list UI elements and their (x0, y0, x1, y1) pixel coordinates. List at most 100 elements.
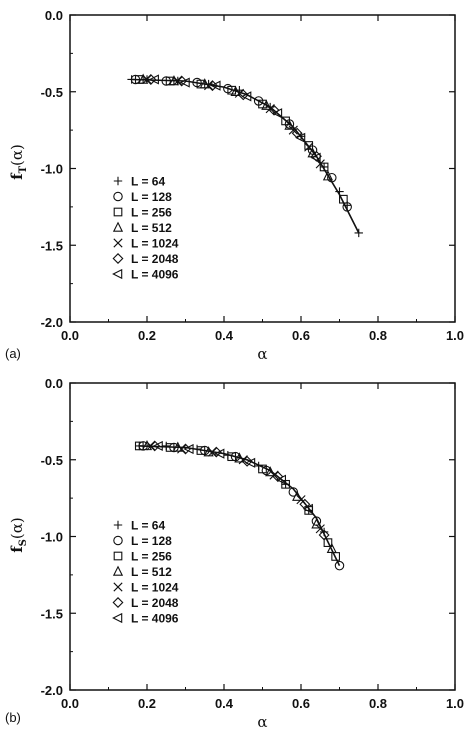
legend-marker (113, 551, 123, 561)
legend-marker (113, 191, 123, 202)
data-point (152, 440, 163, 452)
chart-panel-b: 0.0 0.2 0.4 0.6 0.8 1.0 0.0 -0.5 -1.0 -1.5 -2.0 α fS… (5, 376, 464, 731)
y-tick-label: -2.0 (41, 683, 63, 698)
x-tick-label: 0.0 (61, 696, 79, 711)
plot-frame (69, 14, 456, 323)
data-point (245, 457, 256, 468)
x-tick-label: 1.0 (446, 328, 464, 343)
legend-label: L = 1024 (131, 581, 179, 595)
legend-marker (113, 176, 123, 186)
legend-marker (113, 520, 123, 530)
legend-label: L = 128 (131, 190, 172, 204)
y-tick-label: -2.0 (41, 315, 63, 330)
data-point (148, 74, 159, 85)
legend-label: L = 4096 (131, 612, 179, 626)
series-2 (134, 75, 348, 204)
data-point (318, 529, 330, 541)
y-tick-label: -0.5 (41, 453, 63, 468)
y-tick-label: -0.5 (41, 85, 63, 100)
chart-panel-a: 0.0 0.2 0.4 0.6 0.8 1.0 0.0 -0.5 -1.0 -1.5 -2.0 α fT… (5, 8, 464, 363)
x-tick-label: 0.6 (292, 328, 310, 343)
plot-frame (69, 382, 456, 691)
legend-label: L = 256 (131, 550, 172, 564)
data-point (207, 447, 218, 457)
x-tick-label: 1.0 (446, 696, 464, 711)
data-point (142, 74, 152, 85)
legend-label: L = 64 (131, 519, 165, 533)
legend-marker (113, 535, 123, 546)
y-tick-label: 0.0 (45, 376, 63, 391)
y-axis-label-main: f (8, 172, 26, 180)
y-axis-label-arg: (α) (8, 144, 26, 166)
legend-label: L = 512 (131, 221, 172, 235)
data-point (288, 125, 298, 135)
data-point (327, 172, 337, 183)
data-point (304, 141, 314, 150)
data-point (292, 490, 303, 501)
data-point (134, 441, 144, 451)
data-point (258, 464, 267, 474)
series-4 (142, 74, 325, 169)
x-tick-label: 0.8 (369, 328, 387, 343)
x-tick-label: 0.4 (215, 328, 234, 343)
data-point (183, 443, 194, 455)
data-point (319, 162, 329, 172)
data-point (310, 152, 321, 163)
panel-label: (b) (5, 710, 21, 725)
y-axis-label: fT(α) (8, 144, 29, 180)
legend-label: L = 1024 (131, 237, 179, 251)
data-point (334, 560, 345, 571)
data-point (304, 142, 314, 152)
legend-marker (112, 268, 123, 280)
legend-marker (112, 597, 124, 608)
data-point (210, 80, 221, 91)
y-tick-label: -1.0 (41, 530, 63, 545)
data-point (323, 538, 333, 547)
data-point (271, 108, 283, 119)
y-axis-label-sub: S (18, 539, 29, 546)
data-point (319, 527, 329, 537)
data-point (196, 446, 206, 455)
data-point (272, 471, 284, 483)
data-point (338, 194, 348, 204)
x-tick-label: 0.0 (61, 328, 79, 343)
data-point (261, 99, 272, 110)
data-point (319, 162, 329, 172)
data-point (214, 448, 225, 459)
legend-marker (112, 612, 123, 624)
data-point (237, 89, 249, 101)
series-5 (145, 73, 322, 162)
legend-marker (113, 582, 123, 592)
data-point (146, 441, 156, 451)
data-point (311, 518, 322, 529)
panel-label: (a) (5, 346, 21, 361)
legend-marker (112, 221, 124, 232)
data-point (165, 443, 175, 452)
legend-marker (112, 253, 124, 264)
y-axis-label-sub: T (18, 165, 29, 173)
data-point (268, 104, 280, 116)
data-point (227, 452, 237, 462)
y-tick-label: -1.5 (41, 606, 63, 621)
data-point (295, 132, 306, 143)
data-point (204, 81, 214, 91)
x-tick-label: 0.6 (292, 696, 310, 711)
legend-label: L = 256 (131, 206, 172, 220)
data-point (265, 466, 276, 477)
x-axis-label: α (257, 713, 267, 731)
legend-label: L = 64 (131, 175, 165, 189)
legend-marker (113, 207, 123, 217)
legend-marker (112, 565, 124, 576)
legend-label: L = 512 (131, 565, 172, 579)
legend-label: L = 4096 (131, 268, 179, 282)
y-tick-label: 0.0 (45, 8, 63, 23)
data-point (241, 91, 252, 102)
x-tick-label: 0.8 (369, 696, 387, 711)
series-2 (134, 441, 341, 561)
data-point (322, 170, 334, 181)
legend-marker (113, 238, 123, 248)
y-axis-label-main: f (8, 545, 26, 553)
legend-label: L = 128 (131, 534, 172, 548)
